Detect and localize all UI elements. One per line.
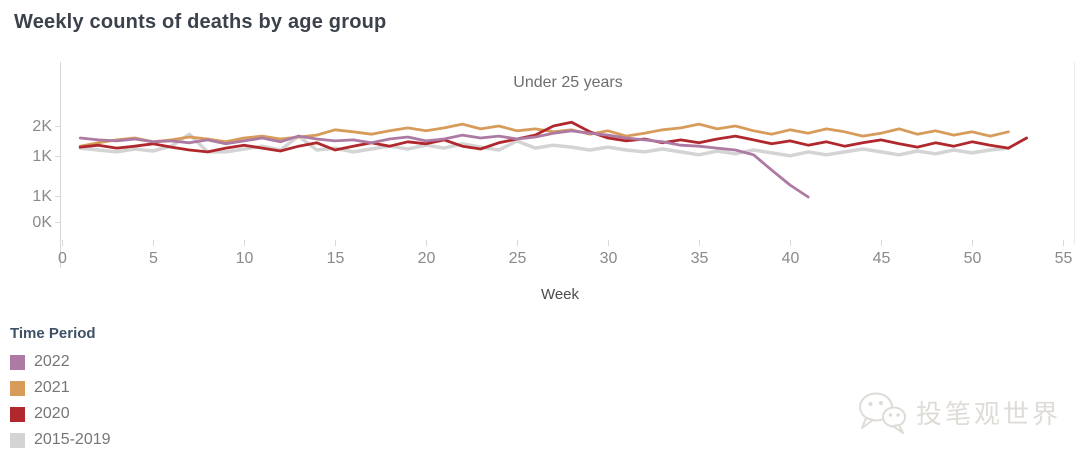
series-line-2015-2019 — [78, 132, 1011, 158]
x-axis-title: Week — [540, 286, 580, 303]
x-tick-label: 25 — [509, 250, 527, 267]
x-tick-label: 40 — [782, 250, 800, 267]
legend-swatch-2015-2019 — [10, 432, 25, 448]
wechat-logo-icon — [859, 392, 906, 434]
x-tick-label: 0 — [58, 250, 67, 267]
legend: Time Period 2022 2021 2020 2015-2019 — [10, 325, 111, 453]
watermark-text: 投笔观世界 — [916, 398, 1062, 429]
watermark: 投笔观世界 — [856, 389, 1061, 435]
series-line-2022 — [78, 129, 810, 199]
legend-swatch-2021 — [10, 380, 25, 396]
y-tick-label: 2K — [32, 118, 52, 135]
legend-item-2021: 2021 — [10, 375, 111, 401]
legend-label: 2022 — [34, 353, 70, 370]
x-tick-label: 10 — [236, 250, 254, 267]
x-tick-label: 30 — [600, 250, 618, 267]
line-chart: 0 5 10 15 20 25 30 35 40 45 50 55 2K 1K 1K 0K — [32, 62, 1075, 268]
x-tick-label: 45 — [873, 250, 891, 267]
legend-swatch-2022 — [10, 354, 25, 370]
legend-label: 2020 — [34, 405, 70, 422]
chart-title: Weekly counts of deaths by age group — [14, 11, 387, 33]
legend-item-2020: 2020 — [10, 401, 111, 427]
x-tick-label: 35 — [691, 250, 709, 267]
x-tick-label: 20 — [418, 250, 436, 267]
x-tick-label: 15 — [327, 250, 345, 267]
y-tick-label: 1K — [32, 188, 52, 205]
legend-item-2015-2019: 2015-2019 — [10, 427, 111, 453]
panel-subtitle: Under 25 years — [513, 74, 623, 91]
x-tick-label: 5 — [149, 250, 158, 267]
legend-label: 2021 — [34, 379, 70, 396]
y-tick-label: 1K — [32, 148, 52, 165]
y-tick-label: 0K — [32, 214, 52, 231]
legend-swatch-2020 — [10, 406, 25, 422]
x-tick-label: 55 — [1055, 250, 1073, 267]
legend-label: 2015-2019 — [34, 431, 111, 448]
legend-item-2022: 2022 — [10, 349, 111, 375]
legend-title: Time Period — [10, 325, 96, 342]
x-tick-label: 50 — [964, 250, 982, 267]
series-line-2020 — [78, 120, 1028, 154]
